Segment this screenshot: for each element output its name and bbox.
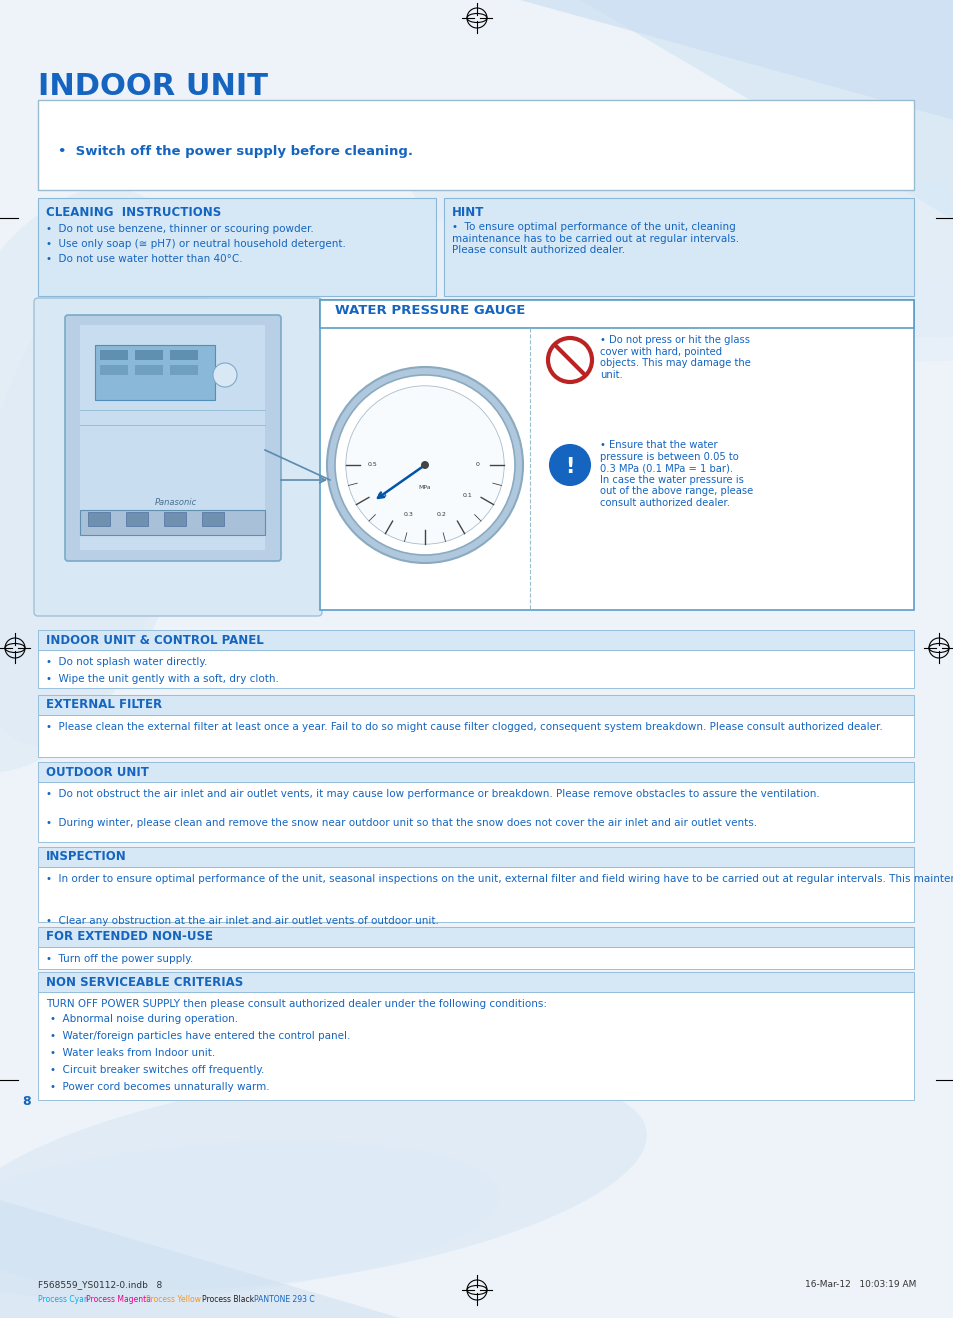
Text: 0.2: 0.2 [436, 513, 446, 517]
Circle shape [550, 445, 589, 485]
Text: 0.5: 0.5 [368, 463, 377, 468]
FancyBboxPatch shape [319, 301, 913, 610]
FancyBboxPatch shape [100, 351, 128, 360]
Text: OUTDOOR UNIT: OUTDOOR UNIT [46, 766, 149, 779]
Text: •  Wipe the unit gently with a soft, dry cloth.: • Wipe the unit gently with a soft, dry … [46, 673, 278, 684]
Text: •  Turn off the power supply.: • Turn off the power supply. [46, 954, 193, 963]
Text: !: ! [565, 457, 574, 477]
Polygon shape [0, 1199, 399, 1318]
FancyBboxPatch shape [135, 365, 163, 376]
Polygon shape [379, 0, 953, 220]
FancyBboxPatch shape [88, 511, 110, 526]
Text: • Ensure that the water
pressure is between 0.05 to
0.3 MPa (0.1 MPa = 1 bar).
I: • Ensure that the water pressure is betw… [599, 440, 753, 507]
FancyBboxPatch shape [38, 650, 913, 688]
FancyBboxPatch shape [38, 782, 913, 842]
Text: INDOOR UNIT: INDOOR UNIT [38, 72, 268, 101]
Text: CLEANING  INSTRUCTIONS: CLEANING INSTRUCTIONS [46, 206, 221, 219]
Text: • Do not press or hit the glass
cover with hard, pointed
objects. This may damag: • Do not press or hit the glass cover wi… [599, 335, 750, 380]
FancyBboxPatch shape [319, 301, 913, 328]
FancyBboxPatch shape [170, 365, 198, 376]
Text: •  Clear any obstruction at the air inlet and air outlet vents of outdoor unit.: • Clear any obstruction at the air inlet… [46, 916, 438, 925]
Text: •  Water leaks from Indoor unit.: • Water leaks from Indoor unit. [50, 1048, 215, 1058]
FancyBboxPatch shape [164, 511, 186, 526]
Circle shape [345, 386, 504, 544]
Text: Panasonic: Panasonic [154, 498, 197, 507]
Text: 0.3: 0.3 [403, 513, 414, 517]
Ellipse shape [253, 199, 953, 361]
Circle shape [547, 337, 592, 382]
Text: TURN OFF POWER SUPPLY then please consult authorized dealer under the following : TURN OFF POWER SUPPLY then please consul… [46, 999, 546, 1010]
FancyBboxPatch shape [38, 695, 913, 714]
Text: NON SERVICEABLE CRITERIAS: NON SERVICEABLE CRITERIAS [46, 975, 243, 988]
FancyBboxPatch shape [80, 510, 265, 535]
Text: •  In order to ensure optimal performance of the unit, seasonal inspections on t: • In order to ensure optimal performance… [46, 874, 953, 884]
Circle shape [420, 461, 429, 469]
Text: •  Please clean the external filter at least once a year. Fail to do so might ca: • Please clean the external filter at le… [46, 722, 882, 731]
Text: FOR EXTENDED NON-USE: FOR EXTENDED NON-USE [46, 931, 213, 944]
Text: EXTERNAL FILTER: EXTERNAL FILTER [46, 699, 162, 712]
Text: •  During winter, please clean and remove the snow near outdoor unit so that the: • During winter, please clean and remove… [46, 818, 757, 828]
FancyBboxPatch shape [38, 927, 913, 948]
FancyBboxPatch shape [38, 847, 913, 867]
FancyBboxPatch shape [135, 351, 163, 360]
FancyBboxPatch shape [38, 867, 913, 923]
Text: 0.1: 0.1 [462, 493, 472, 498]
Text: Process Cyan: Process Cyan [38, 1296, 89, 1304]
Ellipse shape [0, 254, 191, 746]
FancyBboxPatch shape [38, 971, 913, 992]
Text: •  Switch off the power supply before cleaning.: • Switch off the power supply before cle… [58, 145, 413, 158]
Circle shape [327, 366, 522, 563]
FancyBboxPatch shape [95, 345, 214, 399]
Text: HINT: HINT [452, 206, 484, 219]
FancyBboxPatch shape [34, 298, 322, 616]
Ellipse shape [0, 1070, 646, 1290]
Circle shape [335, 376, 515, 555]
FancyBboxPatch shape [38, 100, 913, 190]
FancyBboxPatch shape [38, 714, 913, 757]
Text: Process Yellow: Process Yellow [146, 1296, 201, 1304]
FancyBboxPatch shape [38, 762, 913, 782]
Text: •  Do not use water hotter than 40°C.: • Do not use water hotter than 40°C. [46, 254, 242, 264]
Text: •  Do not obstruct the air inlet and air outlet vents, it may cause low performa: • Do not obstruct the air inlet and air … [46, 789, 819, 799]
FancyBboxPatch shape [65, 315, 281, 561]
Text: PANTONE 293 C: PANTONE 293 C [253, 1296, 314, 1304]
FancyBboxPatch shape [80, 326, 265, 550]
Ellipse shape [404, 123, 953, 337]
Text: 8: 8 [22, 1095, 30, 1108]
Text: •  Do not use benzene, thinner or scouring powder.: • Do not use benzene, thinner or scourin… [46, 224, 314, 235]
FancyBboxPatch shape [100, 365, 128, 376]
Text: INSPECTION: INSPECTION [46, 850, 127, 863]
FancyBboxPatch shape [443, 198, 913, 297]
Text: •  Water/foreign particles have entered the control panel.: • Water/foreign particles have entered t… [50, 1031, 350, 1041]
Text: •  Abnormal noise during operation.: • Abnormal noise during operation. [50, 1014, 238, 1024]
Text: 0.4: 0.4 [377, 493, 387, 498]
Text: •  Do not splash water directly.: • Do not splash water directly. [46, 656, 207, 667]
Text: •  Circuit breaker switches off frequently.: • Circuit breaker switches off frequentl… [50, 1065, 264, 1075]
Polygon shape [519, 0, 953, 120]
Circle shape [213, 362, 236, 387]
Text: WATER PRESSURE GAUGE: WATER PRESSURE GAUGE [335, 304, 525, 318]
Text: Process Magenta: Process Magenta [86, 1296, 151, 1304]
Text: Process Black: Process Black [202, 1296, 253, 1304]
FancyBboxPatch shape [170, 351, 198, 360]
Text: 0: 0 [475, 463, 478, 468]
FancyBboxPatch shape [38, 992, 913, 1101]
FancyBboxPatch shape [38, 630, 913, 650]
FancyBboxPatch shape [126, 511, 148, 526]
Text: 16-Mar-12   10:03:19 AM: 16-Mar-12 10:03:19 AM [803, 1280, 915, 1289]
Ellipse shape [0, 187, 214, 772]
FancyBboxPatch shape [38, 948, 913, 969]
Text: •  Use only soap (≅ pH7) or neutral household detergent.: • Use only soap (≅ pH7) or neutral house… [46, 239, 346, 249]
FancyBboxPatch shape [202, 511, 224, 526]
Text: MPa: MPa [418, 485, 431, 490]
Text: INDOOR UNIT & CONTROL PANEL: INDOOR UNIT & CONTROL PANEL [46, 634, 263, 647]
Text: •  Power cord becomes unnaturally warm.: • Power cord becomes unnaturally warm. [50, 1082, 270, 1093]
Text: F568559_YS0112-0.indb   8: F568559_YS0112-0.indb 8 [38, 1280, 162, 1289]
FancyBboxPatch shape [38, 198, 436, 297]
Ellipse shape [0, 1141, 498, 1300]
Text: •  To ensure optimal performance of the unit, cleaning
maintenance has to be car: • To ensure optimal performance of the u… [452, 221, 739, 256]
